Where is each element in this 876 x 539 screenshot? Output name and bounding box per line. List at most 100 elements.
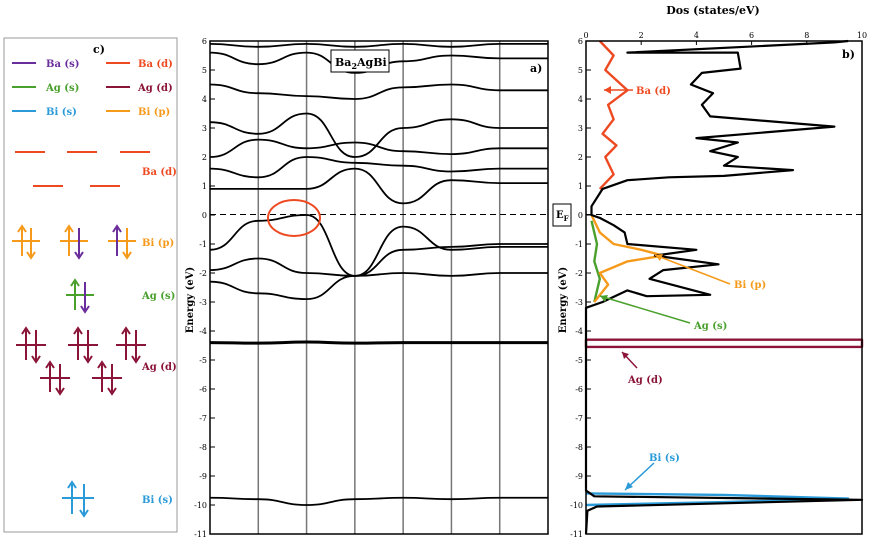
compound-label: Ba2AgBi (335, 56, 387, 71)
band-ytick-label: 6 (202, 37, 207, 46)
band-line (209, 83, 548, 100)
dos-xtick-label: 4 (694, 31, 699, 40)
dos-frame (585, 40, 863, 535)
panel-c: c) Ba (s) Ba (d) Ag (s) Ag (d) Bi (s) Bi… (3, 37, 178, 533)
legend-ba-d: Ba (d) (138, 59, 173, 70)
panel-b: Dos (states/eV) 0 2 4 6 8 10 6543210-1-2-3-4-… (552, 4, 867, 539)
annotation-bi-p: Bi (p) (654, 254, 766, 291)
band-line (209, 272, 548, 301)
band-line (209, 496, 548, 506)
annotation-ag-d: Ag (d) (621, 351, 663, 386)
band-ytick-label: -2 (199, 269, 207, 278)
band-ytick-label: -4 (199, 327, 207, 336)
dos-ytick-label: -4 (575, 327, 583, 336)
dos-series-ag-s (590, 220, 601, 303)
svg-text:Bi (s): Bi (s) (649, 453, 680, 464)
dos-ytick-label: -11 (570, 530, 583, 539)
band-ylabel: Energy (eV) (185, 267, 196, 333)
level-label-ag-s: Ag (s) (141, 291, 175, 302)
annotation-ba-d: Ba (d) (604, 86, 671, 97)
dos-xtick-label: 8 (804, 31, 809, 40)
compound-label-box (330, 49, 390, 73)
bi-p-levels (12, 224, 136, 260)
band-line (210, 167, 548, 205)
band-line (209, 340, 548, 345)
level-label-bi-s: Bi (s) (142, 495, 173, 506)
svg-text:Ba (d): Ba (d) (636, 86, 671, 97)
dos-ytick-label: -7 (575, 414, 583, 423)
level-label-ag-d: Ag (d) (141, 362, 177, 373)
dos-ytick-label: -2 (575, 269, 583, 278)
vbm-highlight-ellipse (267, 199, 321, 237)
dos-title: Dos (states/eV) (666, 4, 760, 17)
band-ytick-label: -8 (199, 443, 207, 452)
band-frame (209, 40, 549, 535)
band-symmetry-lines (257, 41, 501, 534)
dos-ytick-label: -9 (575, 472, 583, 481)
dos-xtick-label: 10 (857, 31, 867, 40)
legend-ag-s: Ag (s) (45, 83, 79, 94)
dos-series-ba-d (598, 40, 629, 190)
dos-ytick-label: 2 (578, 153, 583, 162)
panel-c-frame (3, 37, 178, 533)
legend-bi-p: Bi (p) (138, 107, 170, 118)
panel-a: Energy (eV) 6 5 4 3 2 1 0 -1 -2 -3 -4 -5 -6 -7 -8 -9 -10… (185, 37, 549, 539)
dos-ytick-label: 0 (578, 211, 583, 220)
band-ytick-label: 0 (202, 211, 207, 220)
band-ytick-label: -5 (199, 356, 207, 365)
ag-d-levels (16, 326, 146, 396)
dos-ytick-label: 3 (578, 124, 583, 133)
panel-c-label: c) (93, 43, 105, 56)
level-label-ba-d: Ba (d) (142, 167, 177, 178)
band-line (209, 42, 548, 48)
legend-ag-d: Ag (d) (137, 83, 173, 94)
band-ytick-label: 4 (202, 95, 207, 104)
band-ytick-label: -7 (199, 414, 207, 423)
dos-ytick-label: -5 (575, 356, 583, 365)
dos-ytick-label: 4 (578, 95, 583, 104)
panel-a-label: a) (530, 62, 542, 75)
dos-ytick-label: -3 (575, 298, 583, 307)
band-ytick-label: 1 (202, 182, 207, 191)
dos-series-ag-d (584, 338, 864, 349)
svg-text:Ag (s): Ag (s) (693, 321, 727, 332)
legend-bi-s: Bi (s) (46, 107, 77, 118)
band-ytick-label: -1 (199, 240, 207, 249)
ag-s-level (66, 278, 94, 314)
band-line (209, 243, 548, 277)
svg-text:Ag (d): Ag (d) (627, 375, 663, 386)
band-ytick-label: 3 (202, 124, 207, 133)
ba-d-levels (15, 151, 150, 187)
dos-xtick-label: 2 (639, 31, 644, 40)
dos-ytick-label: 6 (578, 37, 583, 46)
band-ytick-label: -10 (194, 501, 207, 510)
band-ytick-label: -9 (199, 472, 207, 481)
band-line (209, 156, 548, 179)
bi-s-level (62, 480, 94, 518)
band-ytick-label: -11 (194, 530, 207, 539)
dos-xtick-label: 0 (583, 31, 588, 40)
fermi-label: EF (556, 210, 569, 223)
annotation-bi-s: Bi (s) (624, 453, 680, 491)
dos-series-total (584, 39, 864, 535)
band-line (209, 112, 548, 158)
band-ytick-label: -3 (199, 298, 207, 307)
band-ytick-label: 5 (202, 66, 207, 75)
dos-ylabel: Energy (eV) (558, 267, 569, 333)
dos-xtick-label: 6 (749, 31, 754, 40)
level-label-bi-p: Bi (p) (142, 238, 174, 249)
panel-b-label: b) (842, 48, 855, 61)
band-lines (209, 42, 548, 506)
svg-text:Bi (p): Bi (p) (734, 280, 766, 291)
annotation-ag-s: Ag (s) (599, 295, 727, 332)
band-line (209, 214, 548, 277)
dos-series-bi-p (590, 214, 665, 303)
dos-ytick-label: -10 (570, 501, 583, 510)
band-ytick-label: 2 (202, 153, 207, 162)
legend-ba-s: Ba (s) (46, 59, 80, 70)
dos-ytick-label: 5 (578, 66, 583, 75)
dos-ytick-label: 1 (578, 182, 583, 191)
fermi-label-box (552, 203, 572, 227)
dos-curves (584, 39, 864, 535)
